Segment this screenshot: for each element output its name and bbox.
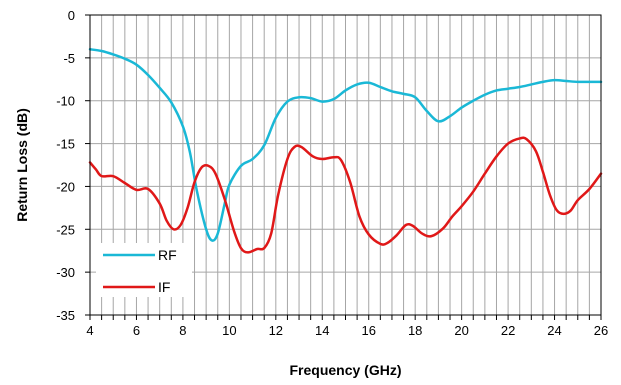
x-tick-label: 6 xyxy=(133,323,140,338)
legend-label-if: IF xyxy=(158,279,170,295)
x-tick-label: 24 xyxy=(547,323,561,338)
x-tick-label: 10 xyxy=(222,323,236,338)
x-tick-labels: 4 6 8 10 12 14 16 18 20 22 24 26 xyxy=(86,323,608,338)
x-tick-label: 14 xyxy=(315,323,329,338)
y-tick-label: -20 xyxy=(56,179,75,194)
tick-marks xyxy=(85,14,602,320)
y-axis-title: Return Loss (dB) xyxy=(14,108,30,222)
x-tick-label: 8 xyxy=(179,323,186,338)
x-tick-label: 20 xyxy=(454,323,468,338)
y-tick-label: -35 xyxy=(56,308,75,323)
y-tick-label: -15 xyxy=(56,137,75,152)
x-tick-label: 22 xyxy=(501,323,515,338)
series-line-if xyxy=(88,136,603,254)
y-tick-label: 0 xyxy=(68,8,75,23)
y-tick-label: -10 xyxy=(56,94,75,109)
legend-background xyxy=(96,243,192,297)
y-tick-label: -5 xyxy=(63,51,75,66)
x-axis-title: Frequency (GHz) xyxy=(289,362,401,378)
x-tick-label: 12 xyxy=(269,323,283,338)
y-tick-labels: 0 -5 -10 -15 -20 -25 -30 -35 xyxy=(56,8,75,323)
legend: RF IF xyxy=(96,243,192,297)
x-tick-label: 26 xyxy=(594,323,608,338)
x-tick-label: 18 xyxy=(408,323,422,338)
series-layer xyxy=(88,48,603,254)
y-tick-label: -25 xyxy=(56,222,75,237)
x-tick-label: 16 xyxy=(361,323,375,338)
y-tick-label: -30 xyxy=(56,265,75,280)
x-tick-label: 4 xyxy=(86,323,93,338)
series-line-rf xyxy=(88,48,603,242)
legend-label-rf: RF xyxy=(158,247,177,263)
